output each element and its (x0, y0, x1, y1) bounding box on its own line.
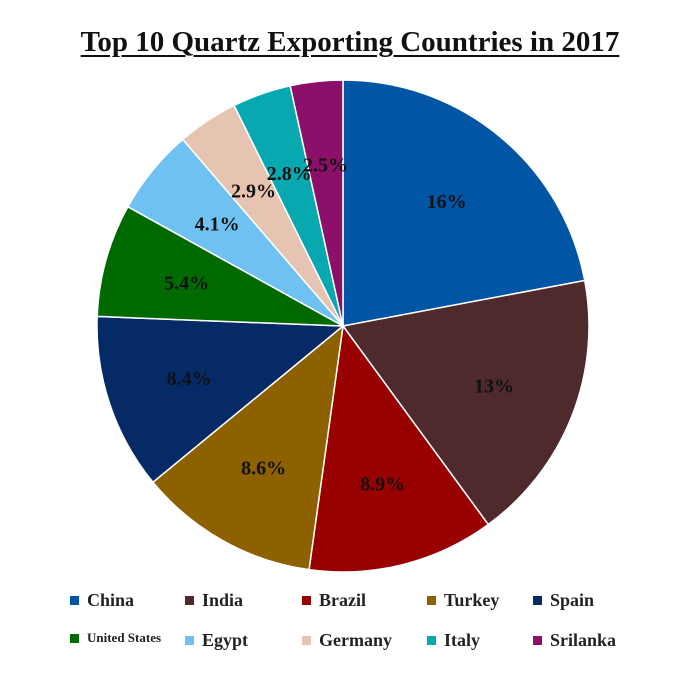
slice-label-brazil: 8.9% (360, 473, 405, 495)
pie-slice-srilanka (289, 79, 344, 327)
pie-slice-spain (96, 315, 345, 484)
pie-slice-turkey (151, 324, 345, 571)
pie-slice-china (342, 79, 586, 327)
chart-title: Top 10 Quartz Exporting Countries in 201… (0, 26, 700, 59)
slice-label-india: 13% (474, 376, 514, 398)
slice-label-china: 16% (427, 191, 467, 213)
slice-label-italy: 2.8% (267, 163, 312, 185)
pie-slice-brazil (308, 324, 490, 573)
slice-label-turkey: 8.6% (241, 458, 286, 480)
slice-label-spain: 8.4% (167, 368, 212, 390)
pie-slice-india (341, 279, 590, 526)
slice-label-united-states: 5.4% (164, 272, 209, 294)
pie-slice-united-states (96, 205, 344, 327)
chart-title-text: Top 10 Quartz Exporting Countries in 201… (80, 26, 620, 58)
slice-label-srilanka: 2.5% (303, 155, 348, 177)
slice-label-germany: 2.9% (231, 181, 276, 203)
slice-label-egypt: 4.1% (195, 213, 240, 235)
